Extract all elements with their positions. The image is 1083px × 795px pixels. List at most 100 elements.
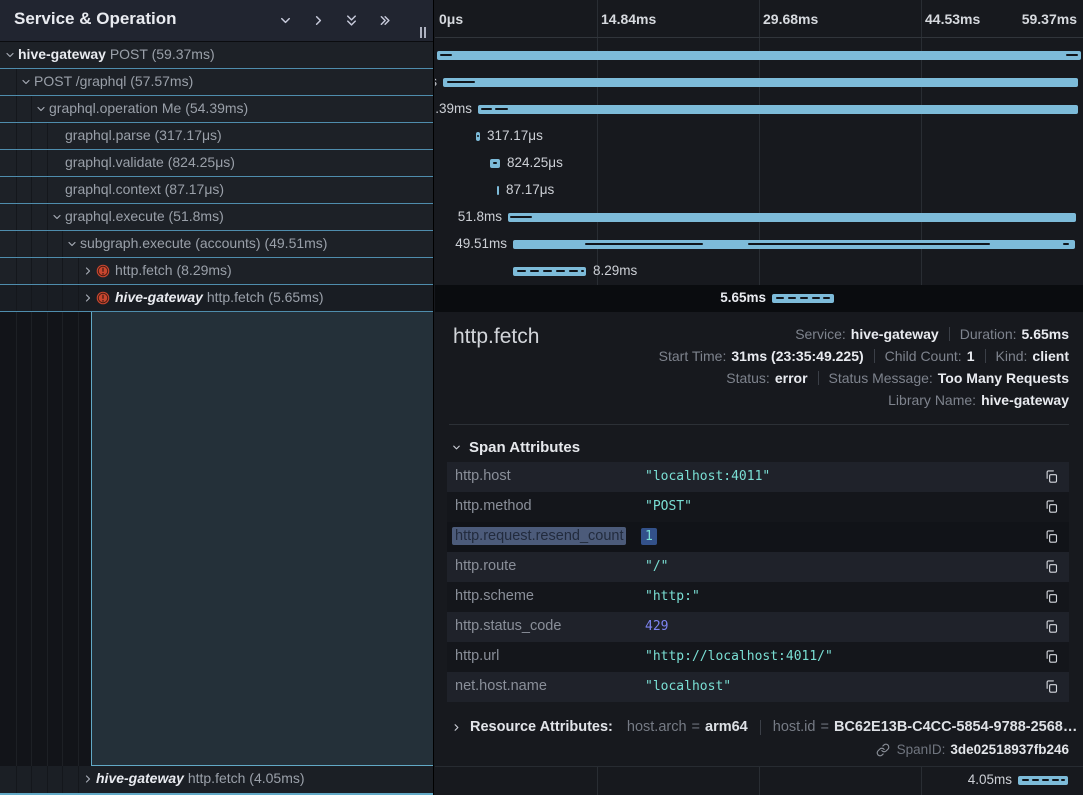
attribute-value: "http://localhost:4011/" bbox=[645, 649, 833, 664]
indent-guide bbox=[78, 285, 79, 311]
tree-panel-header: Service & Operation bbox=[0, 0, 433, 42]
chevron-right-icon[interactable] bbox=[82, 773, 94, 785]
chevron-right-icon[interactable] bbox=[311, 13, 326, 28]
chevron-right-icon[interactable] bbox=[82, 292, 94, 304]
span-meta: Service: hive-gateway Duration: 5.65ms Start… bbox=[659, 323, 1069, 411]
timeline-bar-row[interactable]: 317.17μs bbox=[435, 123, 1083, 150]
chevron-down-icon[interactable] bbox=[20, 76, 32, 88]
span-duration-bar[interactable] bbox=[772, 294, 834, 303]
attribute-key: net.host.name bbox=[455, 678, 547, 694]
child-span-mark bbox=[447, 81, 475, 83]
span-label: hive-gateway http.fetch (4.05ms) bbox=[96, 770, 305, 786]
span-duration-bar[interactable] bbox=[497, 186, 499, 195]
tree-row[interactable]: graphql.context (87.17μs) bbox=[0, 177, 433, 204]
attribute-row[interactable]: http.url "http://localhost:4011/" bbox=[447, 642, 1069, 672]
tree-row[interactable]: subgraph.execute (accounts) (49.51ms) bbox=[0, 231, 433, 258]
tree-row[interactable]: graphql.operation Me (54.39ms) bbox=[0, 96, 433, 123]
chevron-down-icon[interactable] bbox=[35, 103, 47, 115]
meta-line: Start Time: 31ms (23:35:49.225) Child Coun… bbox=[659, 345, 1069, 367]
copy-icon[interactable] bbox=[1044, 559, 1059, 574]
attribute-row[interactable]: net.host.name "localhost" bbox=[447, 672, 1069, 702]
span-duration-bar[interactable] bbox=[513, 240, 1075, 249]
meta-value: client bbox=[1032, 348, 1069, 364]
tree-row[interactable]: graphql.parse (317.17μs) bbox=[0, 123, 433, 150]
span-attributes-header[interactable]: Span Attributes bbox=[451, 439, 580, 456]
link-icon[interactable] bbox=[876, 743, 890, 757]
attribute-value: 1 bbox=[641, 528, 657, 545]
attribute-row[interactable]: http.request.resend_count 1 bbox=[447, 522, 1069, 552]
selected-span-region bbox=[91, 312, 433, 766]
span-duration-bar[interactable] bbox=[478, 105, 1078, 114]
chevron-down-icon[interactable] bbox=[66, 238, 78, 250]
tree-row[interactable]: graphql.validate (824.25μs) bbox=[0, 150, 433, 177]
ruler-tick: 44.53ms bbox=[925, 11, 981, 27]
child-span-mark bbox=[569, 270, 578, 272]
ruler-tick: 59.37ms bbox=[1021, 11, 1077, 27]
indent-guide bbox=[47, 258, 48, 284]
copy-icon[interactable] bbox=[1044, 529, 1059, 544]
chevron-down-icon[interactable] bbox=[278, 13, 293, 28]
indent-guide bbox=[16, 285, 17, 311]
indent-guide bbox=[31, 204, 32, 230]
attribute-row[interactable]: http.status_code 429 bbox=[447, 612, 1069, 642]
timeline-bar-row[interactable]: 4.05ms bbox=[435, 767, 1083, 795]
tree-row[interactable]: http.fetch (8.29ms) bbox=[0, 258, 433, 285]
indent-guides-region bbox=[0, 312, 91, 766]
span-detail-panel: http.fetch Service: hive-gateway Duration:… bbox=[435, 312, 1083, 766]
span-duration-bar[interactable] bbox=[508, 213, 1076, 222]
tree-row[interactable]: hive-gateway POST (59.37ms) bbox=[0, 42, 433, 69]
child-span-mark bbox=[585, 243, 703, 245]
span-duration-bar[interactable] bbox=[490, 159, 500, 168]
chevron-right-icon[interactable] bbox=[82, 265, 94, 277]
tree-row[interactable]: hive-gateway http.fetch (4.05ms) bbox=[0, 766, 433, 795]
span-duration-bar[interactable] bbox=[443, 78, 1078, 87]
indent-guide bbox=[47, 231, 48, 257]
child-span-mark bbox=[581, 270, 584, 272]
attribute-key: http.request.resend_count bbox=[452, 527, 627, 545]
chevron-down-icon[interactable] bbox=[4, 49, 16, 61]
copy-icon[interactable] bbox=[1044, 589, 1059, 604]
duration-label: 57.57ms bbox=[435, 74, 437, 89]
timeline-bar-row[interactable]: 54.39ms bbox=[435, 96, 1083, 123]
attribute-row[interactable]: http.route "/" bbox=[447, 552, 1069, 582]
span-duration-bar[interactable] bbox=[437, 51, 1081, 60]
copy-icon[interactable] bbox=[1044, 469, 1059, 484]
attribute-row[interactable]: http.scheme "http:" bbox=[447, 582, 1069, 612]
tree-row[interactable]: graphql.execute (51.8ms) bbox=[0, 204, 433, 231]
child-span-mark bbox=[543, 270, 552, 272]
child-span-mark bbox=[510, 216, 532, 218]
duration-label: 4.05ms bbox=[967, 772, 1012, 787]
timeline-bar-row[interactable]: 8.29ms bbox=[435, 258, 1083, 285]
attribute-row[interactable]: http.host "localhost:4011" bbox=[447, 462, 1069, 492]
copy-icon[interactable] bbox=[1044, 649, 1059, 664]
attribute-row[interactable]: http.method "POST" bbox=[447, 492, 1069, 522]
timeline-bar-row[interactable]: 87.17μs bbox=[435, 177, 1083, 204]
chevrons-down-icon[interactable] bbox=[344, 13, 359, 28]
chevron-down-icon[interactable] bbox=[51, 211, 63, 223]
timeline-bar-row[interactable]: 57.57ms bbox=[435, 69, 1083, 96]
timeline-bar-row[interactable] bbox=[435, 42, 1083, 69]
span-duration-bar[interactable] bbox=[513, 267, 586, 276]
attribute-value: "/" bbox=[645, 559, 669, 574]
span-detail-title: http.fetch bbox=[453, 325, 540, 348]
span-duration-bar[interactable] bbox=[476, 132, 480, 141]
tree-row[interactable]: POST /graphql (57.57ms) bbox=[0, 69, 433, 96]
copy-icon[interactable] bbox=[1044, 499, 1059, 514]
meta-value: hive-gateway bbox=[850, 326, 939, 342]
indent-guide bbox=[62, 258, 63, 284]
tree-row[interactable]: hive-gateway http.fetch (5.65ms) bbox=[0, 285, 433, 312]
child-span-mark bbox=[823, 297, 830, 299]
timeline-bar-row[interactable]: 49.51ms bbox=[435, 231, 1083, 258]
timeline-bar-row[interactable]: 5.65ms bbox=[435, 285, 1083, 312]
panel-resize-handle[interactable] bbox=[420, 27, 426, 38]
chevrons-right-icon[interactable] bbox=[377, 13, 392, 28]
attribute-key: http.url bbox=[455, 648, 500, 664]
span-duration-bar[interactable] bbox=[1018, 776, 1068, 785]
copy-icon[interactable] bbox=[1044, 679, 1059, 694]
span-id-value: 3de02518937fb246 bbox=[950, 742, 1069, 757]
timeline-bar-row[interactable]: 51.8ms bbox=[435, 204, 1083, 231]
timeline-bar-row[interactable]: 824.25μs bbox=[435, 150, 1083, 177]
copy-icon[interactable] bbox=[1044, 619, 1059, 634]
resource-attributes-row[interactable]: Resource Attributes: host.arch = arm64 host… bbox=[451, 716, 1077, 738]
span-label: hive-gateway POST (59.37ms) bbox=[18, 46, 215, 62]
